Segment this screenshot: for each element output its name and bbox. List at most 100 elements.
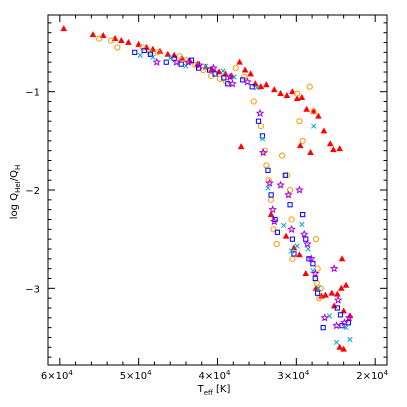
data-point-triangle [322,291,329,298]
data-point-triangle [60,25,68,32]
y-tick-label: −1 [25,88,40,99]
data-point-star [333,295,343,304]
data-point-square-open [212,71,218,77]
x-tick-label: 6×104 [41,369,73,382]
data-point-star [344,313,354,322]
data-point-circle-open [299,137,306,144]
data-point-circle-open [96,35,103,42]
data-point-circle-open [294,90,301,97]
data-point-star [184,57,193,66]
data-point-triangle [310,107,317,114]
data-point-star [269,216,279,226]
data-point-square-open [300,211,306,218]
data-point-triangle [298,93,306,100]
data-point-square-open [337,312,344,318]
data-point-triangle [334,290,341,297]
data-point-star [195,60,204,69]
data-point-triangle [303,105,310,112]
data-point-star [332,321,341,330]
data-point-triangle [337,284,345,291]
x-tick-label: 2×104 [356,369,388,382]
data-point-triangle [320,127,328,134]
x-tick-label: 3×104 [277,369,309,382]
data-point-star [172,57,181,66]
data-point-square-open [255,118,262,124]
data-point-triangle [326,140,334,147]
data-point-triangle [257,83,265,90]
data-point-triangle [164,50,172,57]
data-point-cross [299,221,305,228]
data-point-square-open [240,77,246,83]
data-point-square-open [289,236,295,242]
data-point-triangle [267,210,275,217]
data-point-square-open [132,49,138,55]
data-point-circle-open [114,44,121,51]
data-point-star [243,77,252,86]
data-point-square-open [287,202,293,208]
data-point-square-open [141,47,147,53]
data-point-square-open [312,275,318,282]
data-point-square-open [320,325,326,331]
data-point-star [303,239,312,248]
data-point-star [340,318,349,327]
data-point-star [152,57,162,66]
data-point-star [284,190,293,199]
y-tick-label: −2 [25,186,40,197]
data-point-triangle [270,86,278,93]
data-point-circle-open [154,49,161,56]
data-point-cross [203,63,209,69]
data-point-cross [347,336,353,343]
data-point-circle-open [139,44,146,51]
data-point-triangle [302,269,310,276]
data-point-triangle [222,70,229,77]
data-point-circle-open [288,216,295,223]
data-point-square-open [268,192,274,198]
x-axis-title: Teff [K] [197,384,231,397]
data-point-triangle [307,149,314,156]
data-point-circle-open [310,108,317,115]
x-tick-label: 4×104 [199,369,231,382]
data-point-cross [167,55,173,61]
data-point-triangle [318,292,325,299]
data-point-triangle [277,90,284,97]
data-points [60,25,354,352]
data-point-square-open [291,251,297,257]
data-point-circle-open [250,98,257,105]
data-point-triangle [338,255,346,262]
data-point-square-open [195,65,202,71]
data-point-triangle [340,307,347,314]
data-point-triangle [340,345,347,352]
data-point-square-open [272,216,278,223]
data-point-cross [281,222,287,229]
data-point-star [258,148,268,157]
data-point-cross [265,185,271,191]
data-point-cross [220,68,226,74]
data-point-square-open [147,51,154,57]
data-point-star [310,269,320,278]
data-point-cross [150,54,156,60]
data-point-star [268,205,277,214]
data-point-star [287,224,296,233]
data-point-cross [315,285,322,291]
data-point-cross [343,324,349,331]
data-point-square-open [221,75,227,81]
data-point-circle-open [232,64,239,72]
data-point-triangle [241,66,249,73]
data-point-square-open [171,55,177,61]
tick-labels: 6×104 5×104 4×104 3×104 2×104 −1 −2 −3 [25,88,388,382]
data-point-star [255,108,265,117]
data-point-star [307,254,316,263]
data-point-star [295,185,304,194]
data-point-circle-open [306,83,313,90]
data-point-triangle [330,146,337,153]
data-point-cross [288,248,295,254]
data-point-cross [254,85,260,91]
data-point-star [265,178,274,187]
data-point-circle-open [312,236,320,243]
axis-ticks [48,15,387,365]
data-point-circle-open [107,37,115,44]
data-point-triangle [263,81,270,88]
x-tick-label: 5×104 [120,369,152,382]
data-point-square-open [249,84,255,90]
